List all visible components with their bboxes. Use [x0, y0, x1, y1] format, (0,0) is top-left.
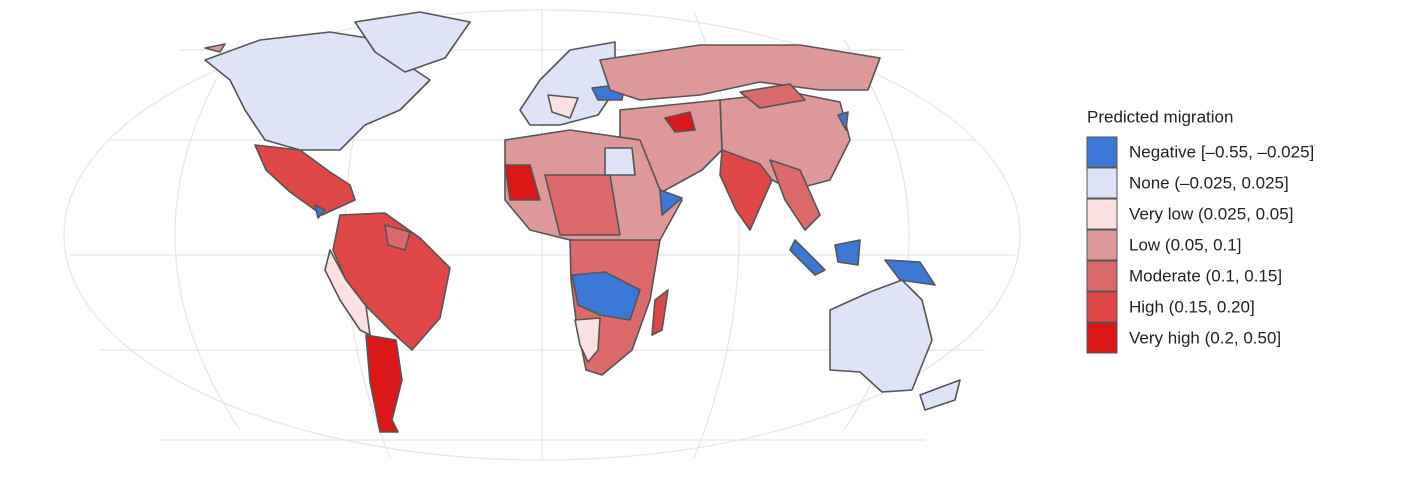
region [204, 43, 226, 53]
region [664, 111, 696, 133]
region [324, 249, 371, 336]
region [829, 279, 933, 393]
land [204, 11, 961, 433]
legend-label: Low (0.05, 0.1] [1129, 235, 1241, 254]
region [599, 44, 881, 101]
legend-swatch [1086, 229, 1118, 261]
region [254, 144, 356, 216]
region [574, 317, 601, 363]
region [837, 111, 849, 131]
legend-swatch [1086, 260, 1118, 292]
legend-label: Moderate (0.1, 0.15] [1129, 266, 1282, 285]
legend-label: High (0.15, 0.20] [1129, 297, 1255, 316]
region [571, 271, 641, 321]
region [884, 259, 936, 286]
region [719, 149, 773, 231]
region [547, 94, 579, 119]
legend: Negative [–0.55, –0.025] None (–0.025, 0.… [1086, 136, 1314, 354]
region [332, 212, 451, 351]
region [604, 147, 636, 176]
region [365, 334, 403, 433]
region [384, 224, 411, 251]
legend-label: None (–0.025, 0.025] [1129, 173, 1289, 192]
region [769, 159, 821, 231]
legend-swatch [1086, 136, 1118, 168]
region [739, 83, 806, 109]
region [651, 289, 669, 336]
legend-swatch [1086, 322, 1118, 354]
legend-swatch [1086, 291, 1118, 323]
region [659, 189, 683, 216]
region [354, 11, 471, 73]
region [789, 239, 826, 276]
region [314, 204, 326, 219]
legend-label: Very high (0.2, 0.50] [1129, 328, 1281, 347]
legend-label: Very low (0.025, 0.05] [1129, 204, 1293, 223]
region [204, 31, 431, 151]
region [544, 174, 621, 236]
region [504, 164, 541, 201]
legend-swatch [1086, 198, 1118, 230]
legend-swatch [1086, 167, 1118, 199]
region [919, 379, 961, 411]
legend-title: Predicted migration [1087, 107, 1233, 126]
region [834, 239, 861, 266]
legend-label: Negative [–0.55, –0.025] [1129, 142, 1314, 161]
